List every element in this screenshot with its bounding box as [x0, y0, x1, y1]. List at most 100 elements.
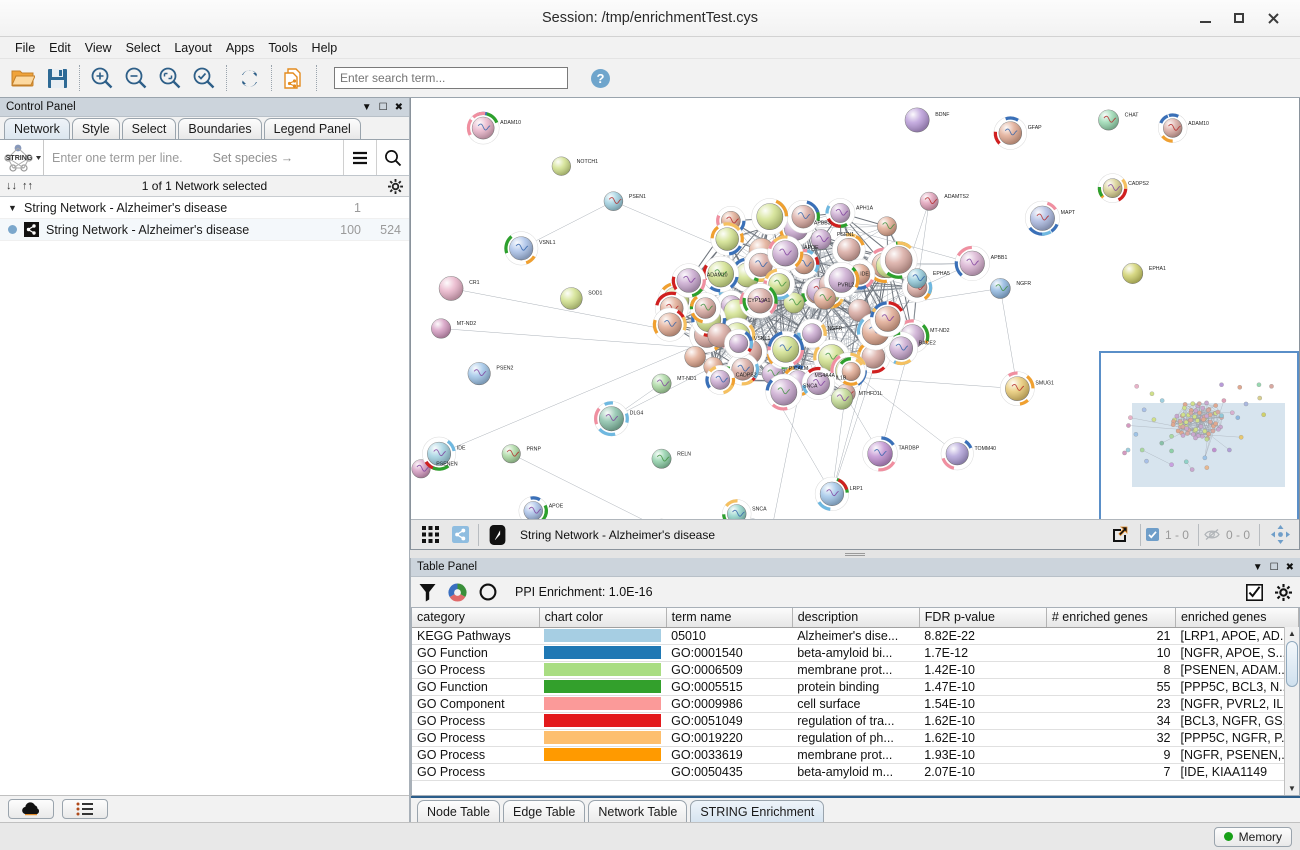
close-button[interactable] [1256, 3, 1290, 33]
open-session-icon[interactable] [6, 62, 40, 94]
tab-string-enrichment[interactable]: STRING Enrichment [690, 800, 825, 822]
menu-apps[interactable]: Apps [225, 40, 255, 55]
search-input[interactable] [334, 67, 568, 89]
tab-network[interactable]: Network [4, 118, 70, 139]
tree-row-root[interactable]: ▼ String Network - Alzheimer's disease 1 [0, 197, 409, 219]
tab-node-table[interactable]: Node Table [417, 800, 501, 822]
birds-eye-view[interactable] [1099, 351, 1299, 549]
horizontal-splitter[interactable] [410, 550, 1300, 558]
selected-nodes-checkbox-icon[interactable] [1145, 528, 1159, 541]
string-logo-icon[interactable]: STRING [0, 140, 44, 175]
list-button[interactable] [62, 799, 108, 819]
toggle-annotation-icon[interactable] [482, 522, 512, 548]
zoom-in-icon[interactable] [85, 62, 119, 94]
collapse-icon[interactable]: ▼ [361, 101, 372, 113]
memory-button[interactable]: Memory [1213, 826, 1292, 847]
menu-select[interactable]: Select [125, 40, 161, 55]
menu-edit[interactable]: Edit [49, 40, 71, 55]
collapse-icon[interactable]: ▼ [1252, 561, 1263, 573]
refresh-icon[interactable] [232, 62, 266, 94]
column-header-chart-color[interactable]: chart color [539, 608, 667, 628]
table-vertical-scrollbar[interactable]: ▲ ▼ [1284, 627, 1299, 795]
hamburger-icon[interactable] [343, 140, 376, 175]
enrichment-table[interactable]: category chart color term name descripti… [412, 608, 1299, 781]
tab-style[interactable]: Style [71, 118, 120, 139]
network-tree[interactable]: ▼ String Network - Alzheimer's disease 1… [0, 197, 409, 796]
menu-file[interactable]: File [15, 40, 36, 55]
expand-caret-icon[interactable]: ▼ [8, 202, 17, 213]
table-row[interactable]: GO Process GO:0019220 regulation of ph... 1… [412, 729, 1299, 747]
column-header-n-genes[interactable]: # enriched genes [1046, 608, 1176, 628]
tab-edge-table[interactable]: Edge Table [503, 800, 586, 822]
double-chevron-up-icon[interactable]: ↑↑ [22, 180, 33, 192]
string-term-input[interactable]: Enter one term per line. Set species → [44, 140, 343, 175]
scroll-down-arrow-icon[interactable]: ▼ [1288, 784, 1296, 793]
gear-icon[interactable] [388, 178, 403, 194]
scroll-up-arrow-icon[interactable]: ▲ [1288, 629, 1296, 638]
magnifier-icon[interactable] [376, 140, 409, 175]
table-row[interactable]: GO Process GO:0033619 membrane prot... 1.93… [412, 746, 1299, 764]
table-row[interactable]: GO Component GO:0009986 cell surface 1.54E-… [412, 695, 1299, 713]
funnel-icon[interactable] [419, 583, 436, 602]
tab-network-table[interactable]: Network Table [588, 800, 688, 822]
float-icon[interactable]: ☐ [1269, 561, 1279, 573]
share-network-icon[interactable] [445, 522, 475, 548]
close-icon[interactable]: ✖ [394, 101, 403, 113]
mini-node [1197, 401, 1202, 406]
table-row[interactable]: GO Process GO:0050435 beta-amyloid m... 2.0… [412, 763, 1299, 781]
fit-content-icon[interactable] [1265, 522, 1295, 548]
menu-tools[interactable]: Tools [268, 40, 298, 55]
mini-node [1197, 410, 1202, 416]
zoom-selected-icon[interactable] [187, 62, 221, 94]
node-gloss [411, 459, 431, 479]
network-view[interactable]: MT-ND2 MS4A4A APBB3 IL1B CYP19A1 APH1A PICALM B… [410, 98, 1300, 550]
export-image-icon[interactable] [1105, 522, 1135, 548]
menu-layout[interactable]: Layout [174, 40, 212, 55]
minimize-button[interactable] [1188, 3, 1222, 33]
table-row[interactable]: GO Process GO:0006509 membrane prot... 1.42… [412, 661, 1299, 679]
node-structure-glyph [515, 243, 529, 251]
column-header-term-name[interactable]: term name [666, 608, 793, 628]
cloud-button[interactable] [8, 799, 54, 819]
save-session-icon[interactable] [40, 62, 74, 94]
double-chevron-down-icon[interactable]: ↓↓ [6, 180, 17, 192]
set-species-link[interactable]: Set species → [212, 150, 294, 165]
column-header-description[interactable]: description [792, 608, 920, 628]
scrollbar-thumb[interactable] [1286, 641, 1298, 687]
table-row[interactable]: KEGG Pathways 05010 Alzheimer's dise... 8.8… [412, 627, 1299, 645]
table-row[interactable]: GO Function GO:0005515 protein binding 1.47… [412, 678, 1299, 696]
tab-select[interactable]: Select [121, 118, 177, 139]
donut-chart-icon[interactable] [448, 583, 467, 602]
enrichment-table-body[interactable]: KEGG Pathways 05010 Alzheimer's dise... 8.8… [412, 627, 1299, 781]
menu-view[interactable]: View [84, 40, 112, 55]
cell-fdr: 2.07E-10 [919, 763, 1047, 781]
tab-boundaries[interactable]: Boundaries [178, 118, 262, 139]
cell-description: protein binding [792, 678, 920, 696]
menu-help[interactable]: Help [311, 40, 338, 55]
checkbox-icon[interactable] [1246, 583, 1263, 601]
circle-icon[interactable] [479, 583, 497, 601]
gear-icon[interactable] [1275, 583, 1292, 601]
help-icon[interactable]: ? [583, 62, 617, 94]
enrichment-table-wrapper[interactable]: category chart color term name descripti… [411, 607, 1300, 796]
mini-node [1151, 417, 1157, 422]
tree-row-network[interactable]: String Network - Alzheimer's disease 100… [0, 219, 409, 241]
column-header-genes[interactable]: enriched genes [1175, 608, 1299, 628]
close-icon[interactable]: ✖ [1285, 561, 1294, 573]
zoom-fit-icon[interactable] [153, 62, 187, 94]
cell-fdr: 1.54E-10 [919, 695, 1047, 713]
column-header-category[interactable]: category [412, 608, 540, 628]
tab-legend-panel[interactable]: Legend Panel [263, 118, 361, 139]
table-row[interactable]: GO Process GO:0051049 regulation of tra...… [412, 712, 1299, 730]
export-network-icon[interactable] [277, 62, 311, 94]
zoom-out-icon[interactable] [119, 62, 153, 94]
float-icon[interactable]: ☐ [378, 101, 388, 113]
cell-fdr: 1.62E-10 [919, 729, 1047, 747]
grid-layout-icon[interactable] [415, 522, 445, 548]
node-structure-glyph [777, 387, 791, 395]
column-header-fdr[interactable]: FDR p-value [919, 608, 1047, 628]
maximize-button[interactable] [1222, 3, 1256, 33]
birds-eye-viewport-rect[interactable] [1132, 403, 1286, 487]
hidden-nodes-eye-icon[interactable] [1204, 528, 1220, 541]
table-row[interactable]: GO Function GO:0001540 beta-amyloid bi... 1… [412, 644, 1299, 662]
